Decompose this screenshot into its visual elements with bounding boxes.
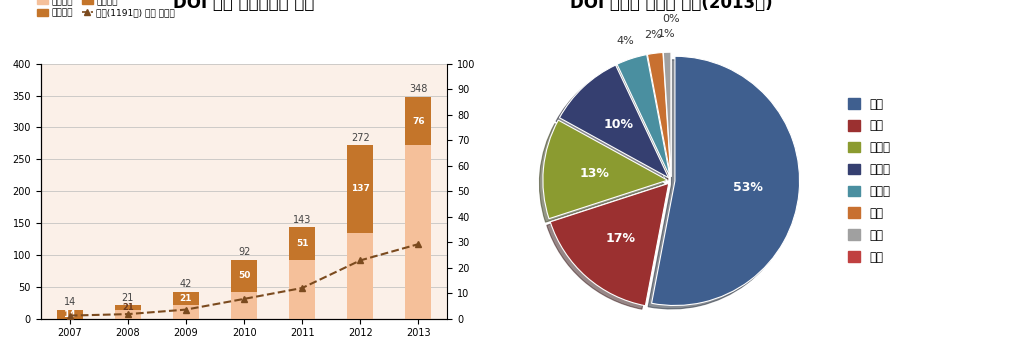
Bar: [289, 228, 315, 260]
Text: 0%: 0%: [662, 13, 680, 24]
Wedge shape: [617, 55, 670, 177]
Text: 50: 50: [238, 272, 250, 280]
Bar: [57, 310, 82, 319]
Text: 348: 348: [409, 84, 427, 94]
Text: 21: 21: [122, 303, 133, 312]
Text: 2%: 2%: [644, 30, 662, 40]
Text: 51: 51: [296, 239, 308, 248]
Bar: [231, 292, 257, 319]
Text: 76: 76: [412, 116, 425, 126]
Title: DOI 기탁 참여학술지 현황: DOI 기탁 참여학술지 현황: [173, 0, 315, 12]
Text: 137: 137: [351, 184, 370, 193]
Wedge shape: [543, 120, 667, 219]
Text: 14: 14: [64, 297, 76, 307]
Text: 21: 21: [180, 294, 192, 303]
Legend: 공학, 이학, 농수해, 의약학, 복합학, 사회, 인문, 예체: 공학, 이학, 농수해, 의약학, 복합학, 사회, 인문, 예체: [848, 98, 891, 263]
Text: 143: 143: [293, 215, 311, 225]
Wedge shape: [648, 52, 671, 177]
Text: 4%: 4%: [617, 36, 635, 46]
Text: 272: 272: [351, 133, 370, 143]
Bar: [173, 305, 199, 319]
Bar: [347, 233, 373, 319]
Bar: [347, 145, 373, 233]
Text: 14: 14: [63, 310, 76, 319]
Text: 42: 42: [180, 279, 192, 289]
Bar: [173, 292, 199, 305]
Bar: [289, 260, 315, 319]
Bar: [406, 97, 431, 145]
Wedge shape: [550, 183, 669, 306]
Bar: [115, 305, 141, 310]
Bar: [115, 310, 141, 319]
Bar: [231, 260, 257, 292]
Text: 53%: 53%: [733, 181, 763, 194]
Text: 17%: 17%: [605, 232, 636, 245]
Wedge shape: [663, 52, 671, 177]
Wedge shape: [652, 56, 799, 306]
Bar: [406, 145, 431, 319]
Legend: 신규종수, 누적종수, 누적종수, 종량(1191중) 대비 점유율: 신규종수, 누적종수, 누적종수, 종량(1191중) 대비 점유율: [37, 0, 175, 18]
Text: 21: 21: [122, 293, 134, 303]
Text: 1%: 1%: [658, 29, 675, 39]
Text: 92: 92: [238, 247, 250, 257]
Text: 13%: 13%: [580, 167, 609, 180]
Wedge shape: [559, 65, 668, 178]
Title: DOI 학술지 주제별 현황(2013년): DOI 학술지 주제별 현황(2013년): [570, 0, 773, 12]
Text: 10%: 10%: [603, 118, 634, 131]
